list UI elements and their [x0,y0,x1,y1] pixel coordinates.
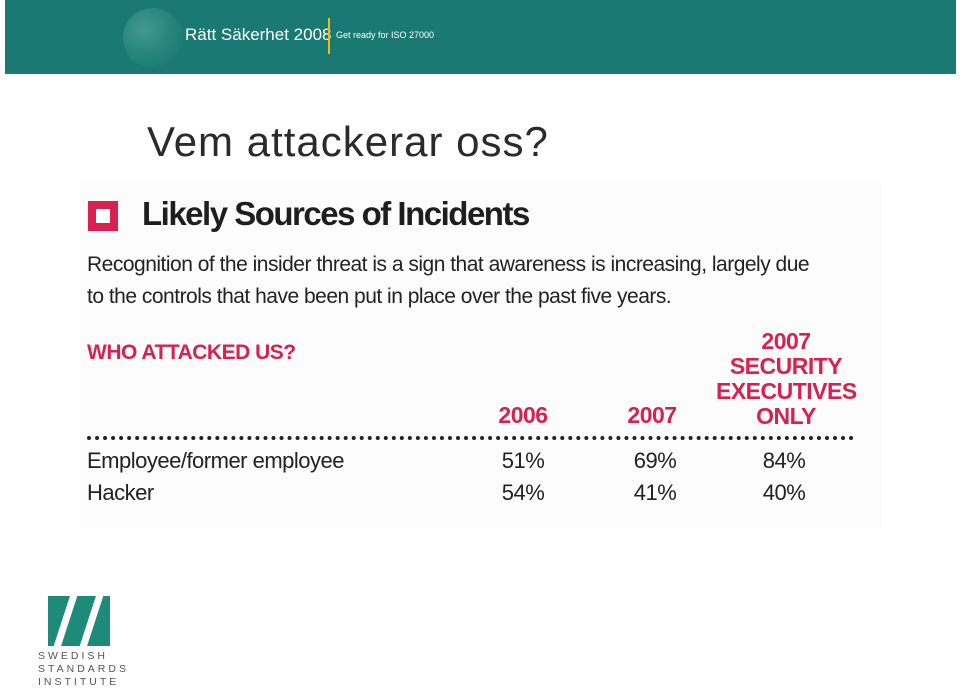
table-cell: 51% [501,448,545,473]
sis-logo [48,596,110,646]
figure-description: Recognition of the insider threat is a s… [87,253,810,308]
table-cell: 69% [633,448,677,473]
organization-name: SWEDISH STANDARDS INSTITUTE [38,650,128,689]
square-bullet-icon [88,201,118,231]
banner-divider [328,18,330,54]
table-cell: 54% [501,480,545,505]
row-label: Hacker [87,480,154,505]
slide-title: Vem attackerar oss? [147,118,549,165]
row-label: Employee/former employee [87,448,345,473]
banner-subtitle: Get ready for ISO 27000 [336,30,435,40]
header-banner: Rätt Säkerhet 2008 Get ready for ISO 270… [5,0,956,74]
table-row: Hacker 54% 41% 40% [87,480,867,510]
org-name-line: INSTITUTE [38,676,120,688]
column-header-security-executives: 2007 SECURITY EXECUTIVES ONLY [716,328,857,429]
table-cell: 41% [633,480,677,505]
column-header-2007: 2007 [627,402,677,428]
banner-title: Rätt Säkerhet 2008 [185,25,332,44]
dotted-divider [87,436,854,440]
table-cell: 84% [762,448,806,473]
table-cell: 40% [762,480,806,505]
figure-heading: Likely Sources of Incidents [142,195,530,232]
org-name-line: SWEDISH [38,650,109,662]
incident-sources-figure: Likely Sources of Incidents Recognition … [80,183,882,528]
org-name-line: STANDARDS [38,663,129,675]
globe-icon [123,8,183,68]
section-label: WHO ATTACKED US? [87,341,296,364]
column-header-2006: 2006 [498,402,548,428]
table-row: Employee/former employee 51% 69% 84% [87,448,867,478]
